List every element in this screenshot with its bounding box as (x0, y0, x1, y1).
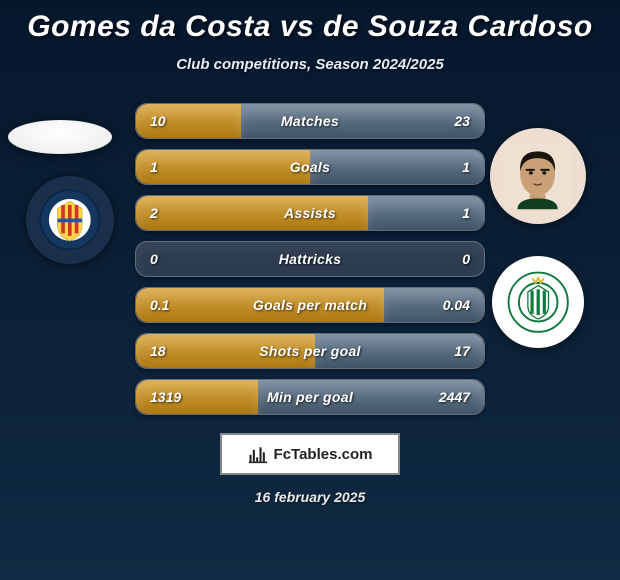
stat-value-right: 17 (454, 343, 470, 359)
stat-value-left: 2 (150, 205, 158, 221)
stat-bar-left (136, 150, 310, 184)
stat-value-right: 1 (462, 205, 470, 221)
stat-value-left: 18 (150, 343, 166, 359)
stat-row: 10 23 Matches (135, 103, 485, 139)
stat-bar-right (310, 150, 484, 184)
stat-label: Goals per match (253, 297, 367, 313)
stat-value-left: 1319 (150, 389, 181, 405)
page-title: Gomes da Costa vs de Souza Cardoso (0, 10, 620, 44)
stat-row: 1 1 Goals (135, 149, 485, 185)
stat-value-right: 0.04 (443, 297, 470, 313)
stat-value-right: 2447 (439, 389, 470, 405)
fctables-chart-icon (248, 444, 268, 464)
comparison-card: Gomes da Costa vs de Souza Cardoso Club … (0, 0, 620, 580)
stat-value-right: 0 (462, 251, 470, 267)
stat-row: 2 1 Assists (135, 195, 485, 231)
fctables-logo-text: FcTables.com (274, 446, 373, 463)
stat-label: Min per goal (267, 389, 353, 405)
stat-row: 18 17 Shots per goal (135, 333, 485, 369)
stat-value-left: 10 (150, 113, 166, 129)
subtitle: Club competitions, Season 2024/2025 (0, 56, 620, 73)
stat-value-left: 0 (150, 251, 158, 267)
stat-bar-right (241, 104, 484, 138)
stat-value-right: 1 (462, 159, 470, 175)
stat-value-left: 1 (150, 159, 158, 175)
stat-value-right: 23 (454, 113, 470, 129)
stat-label: Goals (290, 159, 330, 175)
stat-label: Shots per goal (259, 343, 360, 359)
date-line: 16 february 2025 (0, 489, 620, 505)
fctables-logo[interactable]: FcTables.com (220, 433, 400, 475)
stat-row: 0 0 Hattricks (135, 241, 485, 277)
stat-label: Hattricks (279, 251, 342, 267)
stat-row: 0.1 0.04 Goals per match (135, 287, 485, 323)
stats-area: 10 23 Matches 1 1 Goals 2 1 Assists 0 0 Hattricks 0.… (0, 103, 620, 415)
stat-row: 1319 2447 Min per goal (135, 379, 485, 415)
stat-value-left: 0.1 (150, 297, 169, 313)
stat-label: Matches (281, 113, 339, 129)
stat-label: Assists (284, 205, 336, 221)
